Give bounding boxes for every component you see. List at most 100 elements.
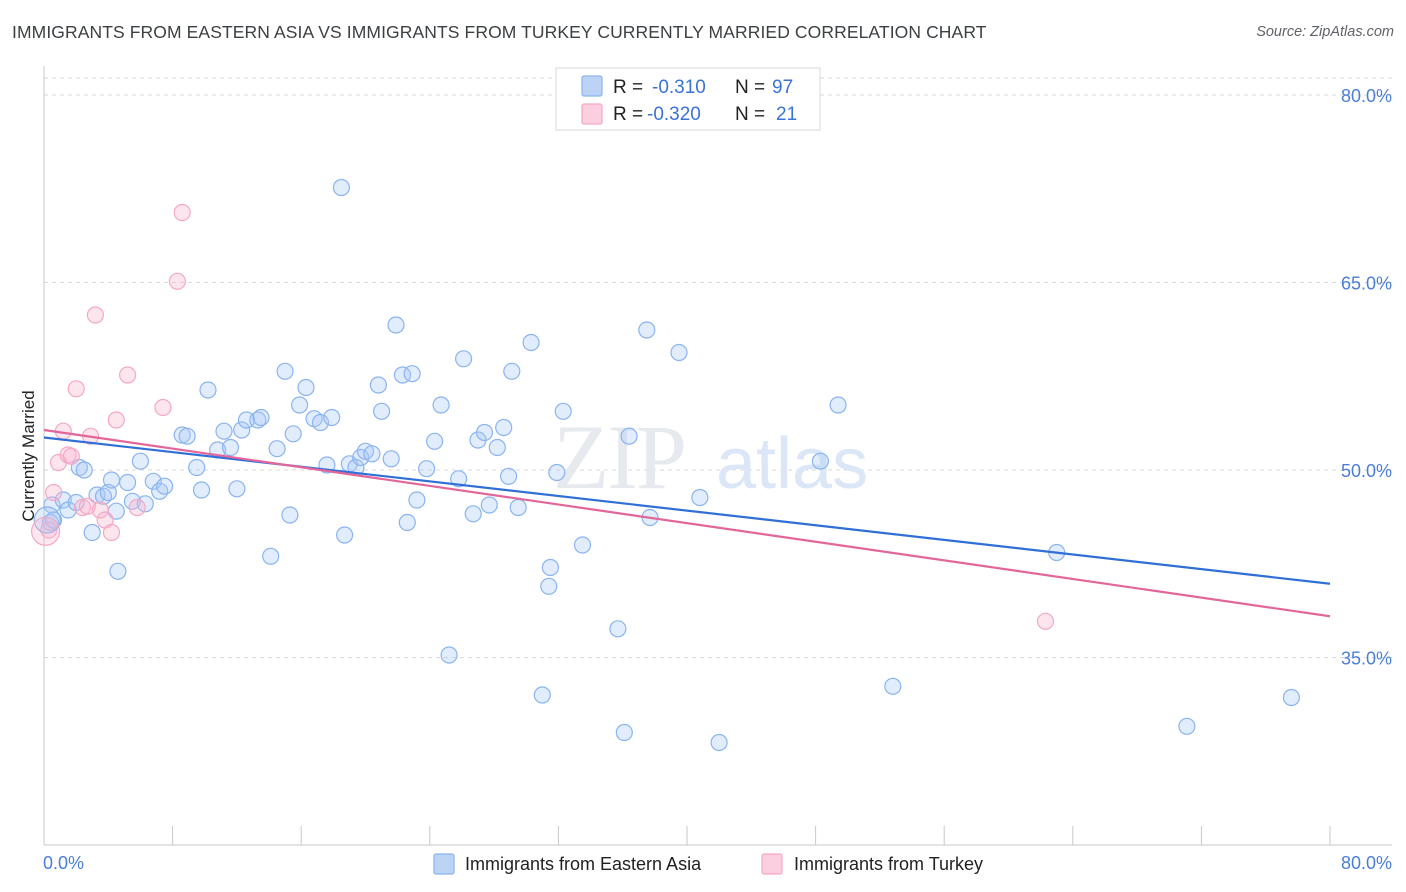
point-eastern-asia [620,427,638,445]
y-axis-title: Currently Married [19,390,38,521]
point-eastern-asia [573,536,592,554]
point-eastern-asia [418,460,436,478]
legend-r-label-2: R = [613,104,643,125]
point-eastern-asia [332,178,350,197]
point-eastern-asia [144,472,162,490]
point-eastern-asia [432,396,450,414]
point-eastern-asia [363,445,381,463]
point-eastern-asia [118,473,137,492]
point-turkey [1036,612,1055,630]
point-turkey [107,411,125,429]
point-eastern-asia [281,506,299,524]
point-eastern-asia [480,496,498,514]
point-eastern-asia [464,505,482,523]
legend-r-value-2: -0.320 [647,104,701,125]
bottom-legend-swatch-turkey [761,853,783,875]
point-eastern-asia [102,471,121,489]
point-eastern-asia [495,418,513,437]
point-eastern-asia [522,333,540,352]
point-eastern-asia [475,423,494,442]
data-points [30,178,1301,752]
point-turkey [44,483,63,502]
point-eastern-asia-cluster [33,506,61,534]
point-eastern-asia [323,408,341,427]
y-tick-labels: 35.0% 50.0% 65.0% 80.0% [1341,86,1392,669]
trend-line-turkey [43,428,1331,618]
point-eastern-asia [403,365,421,383]
point-eastern-asia [249,411,267,429]
stats-legend: R = -0.310 N = 97 R = -0.320 N = 21 [555,67,821,131]
gridlines [44,77,1392,658]
point-eastern-asia [426,432,444,450]
point-eastern-asia [540,577,558,595]
trend-lines [43,428,1331,618]
point-eastern-asia [199,381,217,399]
point-eastern-asia [811,452,830,470]
point-eastern-asia [382,450,400,468]
axes [43,66,1392,846]
point-turkey [67,380,85,398]
point-turkey [91,501,109,519]
point-eastern-asia [398,513,416,532]
legend-r-value-1: -0.310 [652,77,706,98]
point-eastern-asia [1282,688,1301,707]
chart-title: IMMIGRANTS FROM EASTERN ASIA VS IMMIGRAN… [12,22,987,42]
legend-n-value-2: 21 [776,104,797,125]
chart-source: Source: ZipAtlas.com [1256,24,1394,40]
point-eastern-asia [369,376,387,394]
point-eastern-asia [131,452,149,470]
y-tick-label: 50.0% [1341,461,1392,481]
bottom-legend-label-eastern-asia: Immigrants from Eastern Asia [465,854,702,874]
point-eastern-asia [455,350,473,368]
point-eastern-asia [156,477,174,495]
point-eastern-asia [43,496,61,514]
point-eastern-asia [284,425,302,443]
legend-n-label-2: N = [735,104,765,125]
point-eastern-asia [884,677,902,695]
point-eastern-asia [533,686,551,704]
point-eastern-asia [387,316,405,334]
point-turkey [173,203,191,222]
point-eastern-asia [268,440,286,458]
point-eastern-asia [408,491,426,509]
point-eastern-asia [75,461,93,479]
point-turkey [128,498,146,517]
bottom-legend-label-turkey: Immigrants from Turkey [794,854,983,874]
point-eastern-asia [215,422,233,440]
point-eastern-asia [151,482,169,500]
point-turkey [154,398,172,417]
trend-line-eastern-asia [43,436,1331,585]
point-eastern-asia [221,438,240,457]
point-turkey [78,497,97,515]
point-eastern-asia [670,343,688,362]
legend-swatch-eastern-asia [581,75,603,97]
legend-n-value-1: 97 [772,77,793,98]
point-eastern-asia [336,526,354,544]
watermark: ZIP [553,406,685,508]
point-eastern-asia [509,498,527,517]
point-turkey [86,306,105,324]
point-eastern-asia [276,362,294,380]
point-eastern-asia [373,402,391,420]
x-tick-label-min: 0.0% [43,853,84,873]
point-eastern-asia [609,620,627,638]
point-eastern-asia [1178,717,1196,735]
point-eastern-asia [829,396,847,414]
legend-swatch-turkey [581,103,603,125]
point-eastern-asia [136,495,154,513]
point-eastern-asia [450,470,468,488]
point-eastern-asia [311,413,330,432]
point-eastern-asia [233,421,251,439]
point-eastern-asia [710,733,728,752]
point-turkey [118,366,137,384]
point-eastern-asia [691,488,709,507]
point-eastern-asia [109,562,127,580]
y-tick-label: 80.0% [1341,86,1392,106]
point-eastern-asia [192,481,211,499]
point-eastern-asia [252,408,270,427]
point-eastern-asia [178,427,196,445]
legend-n-label-1: N = [735,77,765,98]
point-eastern-asia [262,547,280,565]
point-eastern-asia [228,480,246,498]
